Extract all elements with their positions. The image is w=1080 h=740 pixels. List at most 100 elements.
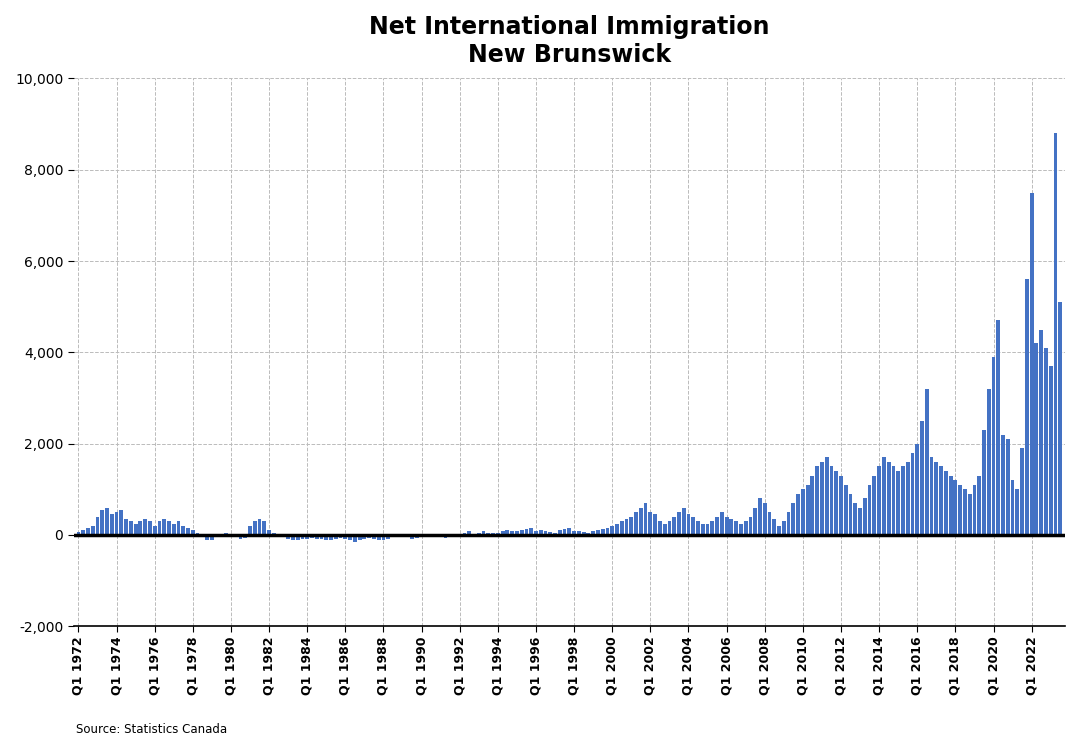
Bar — [916, 444, 919, 535]
Bar — [505, 531, 510, 535]
Bar — [778, 526, 781, 535]
Bar — [610, 526, 615, 535]
Bar — [954, 480, 957, 535]
Bar — [634, 512, 638, 535]
Bar — [177, 521, 180, 535]
Bar — [620, 521, 623, 535]
Bar — [877, 466, 881, 535]
Bar — [448, 535, 453, 536]
Bar — [882, 457, 886, 535]
Bar — [329, 535, 333, 539]
Bar — [697, 521, 700, 535]
Bar — [353, 535, 356, 542]
Bar — [839, 476, 842, 535]
Bar — [672, 517, 676, 535]
Bar — [1001, 434, 1005, 535]
Bar — [401, 535, 404, 536]
Bar — [324, 535, 328, 539]
Bar — [195, 533, 200, 535]
Bar — [725, 517, 729, 535]
Bar — [162, 519, 166, 535]
Bar — [114, 512, 119, 535]
Bar — [529, 528, 534, 535]
Bar — [306, 535, 309, 539]
Bar — [867, 485, 872, 535]
Bar — [181, 526, 185, 535]
Bar — [558, 531, 562, 535]
Bar — [129, 521, 133, 535]
Bar — [924, 388, 929, 535]
Bar — [420, 535, 423, 537]
Bar — [772, 519, 777, 535]
Bar — [887, 462, 891, 535]
Bar — [653, 514, 657, 535]
Bar — [415, 535, 419, 538]
Bar — [81, 531, 85, 535]
Bar — [291, 535, 295, 539]
Bar — [987, 388, 990, 535]
Bar — [1015, 489, 1020, 535]
Bar — [96, 517, 99, 535]
Bar — [438, 535, 443, 537]
Bar — [396, 535, 400, 536]
Bar — [748, 517, 753, 535]
Bar — [687, 514, 690, 535]
Bar — [477, 533, 481, 535]
Bar — [977, 476, 981, 535]
Bar — [658, 521, 662, 535]
Bar — [334, 535, 338, 539]
Bar — [539, 531, 542, 535]
Bar — [829, 466, 834, 535]
Bar — [320, 535, 323, 539]
Bar — [152, 526, 157, 535]
Bar — [381, 535, 386, 540]
Bar — [754, 508, 757, 535]
Bar — [172, 523, 176, 535]
Bar — [810, 476, 814, 535]
Bar — [681, 508, 686, 535]
Bar — [253, 521, 257, 535]
Bar — [124, 519, 129, 535]
Bar — [863, 499, 867, 535]
Bar — [444, 535, 447, 538]
Bar — [1044, 348, 1048, 535]
Bar — [387, 535, 390, 539]
Bar — [705, 523, 710, 535]
Bar — [282, 535, 285, 537]
Bar — [272, 533, 275, 535]
Bar — [1025, 279, 1029, 535]
Bar — [91, 526, 95, 535]
Bar — [519, 531, 524, 535]
Bar — [201, 535, 204, 537]
Bar — [624, 519, 629, 535]
Bar — [233, 535, 238, 537]
Bar — [715, 517, 719, 535]
Bar — [896, 471, 900, 535]
Bar — [315, 535, 319, 539]
Bar — [543, 531, 548, 535]
Bar — [663, 523, 666, 535]
Bar — [405, 535, 409, 537]
Bar — [549, 532, 552, 535]
Bar — [1021, 448, 1024, 535]
Bar — [820, 462, 824, 535]
Bar — [849, 494, 852, 535]
Bar — [762, 503, 767, 535]
Bar — [258, 519, 261, 535]
Bar — [210, 535, 214, 539]
Bar — [940, 466, 943, 535]
Bar — [720, 512, 724, 535]
Bar — [596, 531, 599, 535]
Bar — [901, 466, 905, 535]
Bar — [567, 528, 571, 535]
Bar — [806, 485, 810, 535]
Bar — [758, 499, 761, 535]
Bar — [110, 514, 113, 535]
Bar — [796, 494, 800, 535]
Bar — [100, 510, 104, 535]
Bar — [1035, 343, 1038, 535]
Bar — [496, 533, 500, 535]
Bar — [296, 535, 299, 539]
Bar — [429, 535, 433, 536]
Bar — [801, 489, 805, 535]
